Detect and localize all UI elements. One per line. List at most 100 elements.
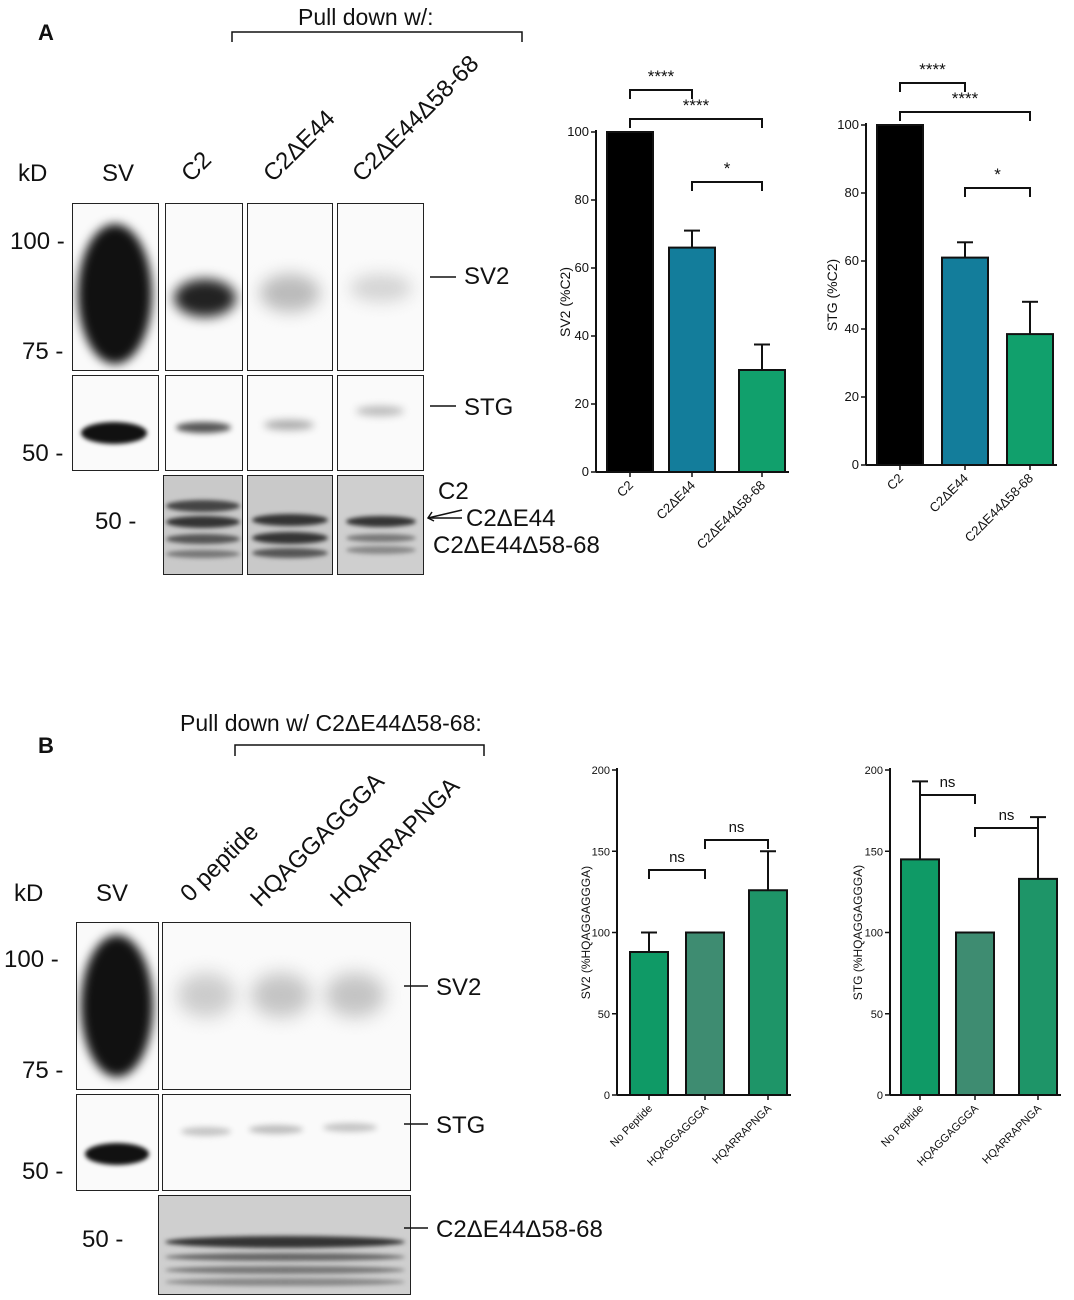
panel-b-lane-sv: SV (96, 880, 129, 907)
significance-bracket (704, 839, 769, 849)
significance-label: ns (999, 807, 1015, 824)
panel-a-pulldown-title: Pull down w/: (298, 4, 434, 30)
y-tick-label: 150 (865, 846, 883, 858)
bar (900, 858, 940, 1096)
blot-a-stg-c2e44d (337, 375, 424, 471)
panel-b-pulldown-title: Pull down w/ C2ΔE44Δ58-68: (180, 710, 482, 736)
y-tick-label: 200 (865, 765, 883, 777)
panel-a-band-stg: STG (464, 394, 514, 421)
bar (738, 369, 786, 473)
y-tick-label: 80 (575, 192, 589, 207)
blot-a-load-c2e44d (337, 475, 424, 575)
panel-b-marker-75: 75 - (22, 1057, 64, 1084)
bar (606, 131, 654, 473)
panel-b-marker-50-stg: 50 - (22, 1158, 64, 1185)
blot-a-stg-c2e44 (247, 375, 333, 471)
panel-a-lane-sv: SV (102, 160, 135, 187)
y-tick-label: 50 (598, 1009, 610, 1021)
bar (685, 931, 725, 1096)
blot-b-stg-lanes (162, 1094, 411, 1191)
x-tick-label: HQARRAPNGA (980, 1102, 1044, 1166)
panel-b-marker-50-c2: 50 - (82, 1226, 124, 1253)
significance-label: **** (919, 60, 946, 79)
panel-a-band-sv2: SV2 (464, 263, 510, 290)
y-tick-label: 50 (871, 1009, 883, 1021)
blot-b-sv2-sv (76, 922, 159, 1090)
y-tick-label: 0 (852, 457, 859, 472)
panel-a-sv2-pointer (430, 276, 456, 278)
panel-a-pulldown-bracket (231, 31, 523, 42)
bar (955, 931, 995, 1096)
panel-a-stg-pointer (430, 405, 456, 407)
panel-b-band-stg: STG (436, 1112, 486, 1139)
significance-bracket (629, 89, 693, 99)
y-tick-label: 80 (845, 185, 859, 200)
panel-b-pulldown-bracket (234, 744, 485, 756)
significance-label: **** (683, 96, 710, 115)
panel-b-sv2-pointer (404, 985, 428, 987)
y-tick-label: 20 (845, 389, 859, 404)
bar (668, 246, 716, 473)
blot-b-stg-sv (76, 1094, 159, 1191)
blot-b-sv2-lanes (162, 922, 411, 1090)
panel-b-band-c2e44d: C2ΔE44Δ58-68 (436, 1216, 603, 1243)
y-tick-label: 150 (592, 846, 610, 858)
significance-bracket (964, 187, 1031, 197)
panel-a-marker-100: 100 - (10, 228, 65, 255)
significance-label: **** (952, 89, 979, 108)
panel-a-marker-50-c2: 50 - (95, 508, 137, 535)
blot-a-load-c2 (163, 475, 243, 575)
panel-a-letter: A (38, 20, 54, 45)
panel-b-c2e44d-pointer (404, 1227, 428, 1229)
panel-a-kd-label: kD (18, 160, 48, 187)
blot-b-loading-lanes (158, 1195, 411, 1295)
panel-a-band-c2: C2 (438, 478, 469, 505)
y-tick-label: 100 (567, 124, 589, 139)
significance-label: * (724, 159, 731, 178)
panel-a-band-c2e44d: C2ΔE44Δ58-68 (433, 532, 600, 559)
bar (629, 951, 669, 1096)
significance-bracket (899, 111, 1031, 121)
y-tick-label: 100 (592, 928, 610, 940)
panel-b-marker-100: 100 - (4, 946, 59, 973)
panel-a-marker-75: 75 - (22, 338, 64, 365)
significance-bracket (919, 794, 976, 804)
x-tick-label: HQAGGAGGGA (915, 1102, 981, 1168)
blot-a-load-c2e44 (247, 475, 333, 575)
panel-b-kd-label: kD (14, 880, 44, 907)
significance-bracket (899, 82, 966, 92)
blot-a-stg-sv (72, 375, 159, 471)
significance-bracket (629, 118, 763, 128)
y-axis-label: STG (%C2) (824, 259, 840, 331)
blot-a-stg-c2 (165, 375, 243, 471)
y-tick-label: 0 (604, 1090, 610, 1102)
y-tick-label: 100 (837, 117, 859, 132)
y-tick-label: 40 (845, 321, 859, 336)
significance-label: ns (940, 774, 956, 791)
y-axis-label: SV2 (%C2) (557, 267, 573, 337)
panel-a-band-c2e44: C2ΔE44 (466, 505, 556, 532)
y-tick-label: 60 (845, 253, 859, 268)
panel-b-band-sv2: SV2 (436, 974, 482, 1001)
panel-b-letter: B (38, 733, 54, 758)
significance-label: * (994, 165, 1001, 184)
blot-a-sv2-c2 (165, 203, 243, 371)
y-tick-label: 40 (575, 328, 589, 343)
blot-a-sv2-c2e44d (337, 203, 424, 371)
blot-a-sv2-c2e44 (247, 203, 333, 371)
panel-a-c2-arrows (426, 509, 463, 522)
bar (748, 889, 788, 1096)
significance-bracket (691, 181, 763, 191)
significance-bracket (648, 869, 706, 879)
y-tick-label: 60 (575, 260, 589, 275)
y-tick-label: 0 (877, 1090, 883, 1102)
significance-label: ns (669, 849, 685, 866)
y-tick-label: 200 (592, 765, 610, 777)
significance-label: ns (729, 819, 745, 836)
y-tick-label: 20 (575, 396, 589, 411)
bar (941, 256, 989, 466)
